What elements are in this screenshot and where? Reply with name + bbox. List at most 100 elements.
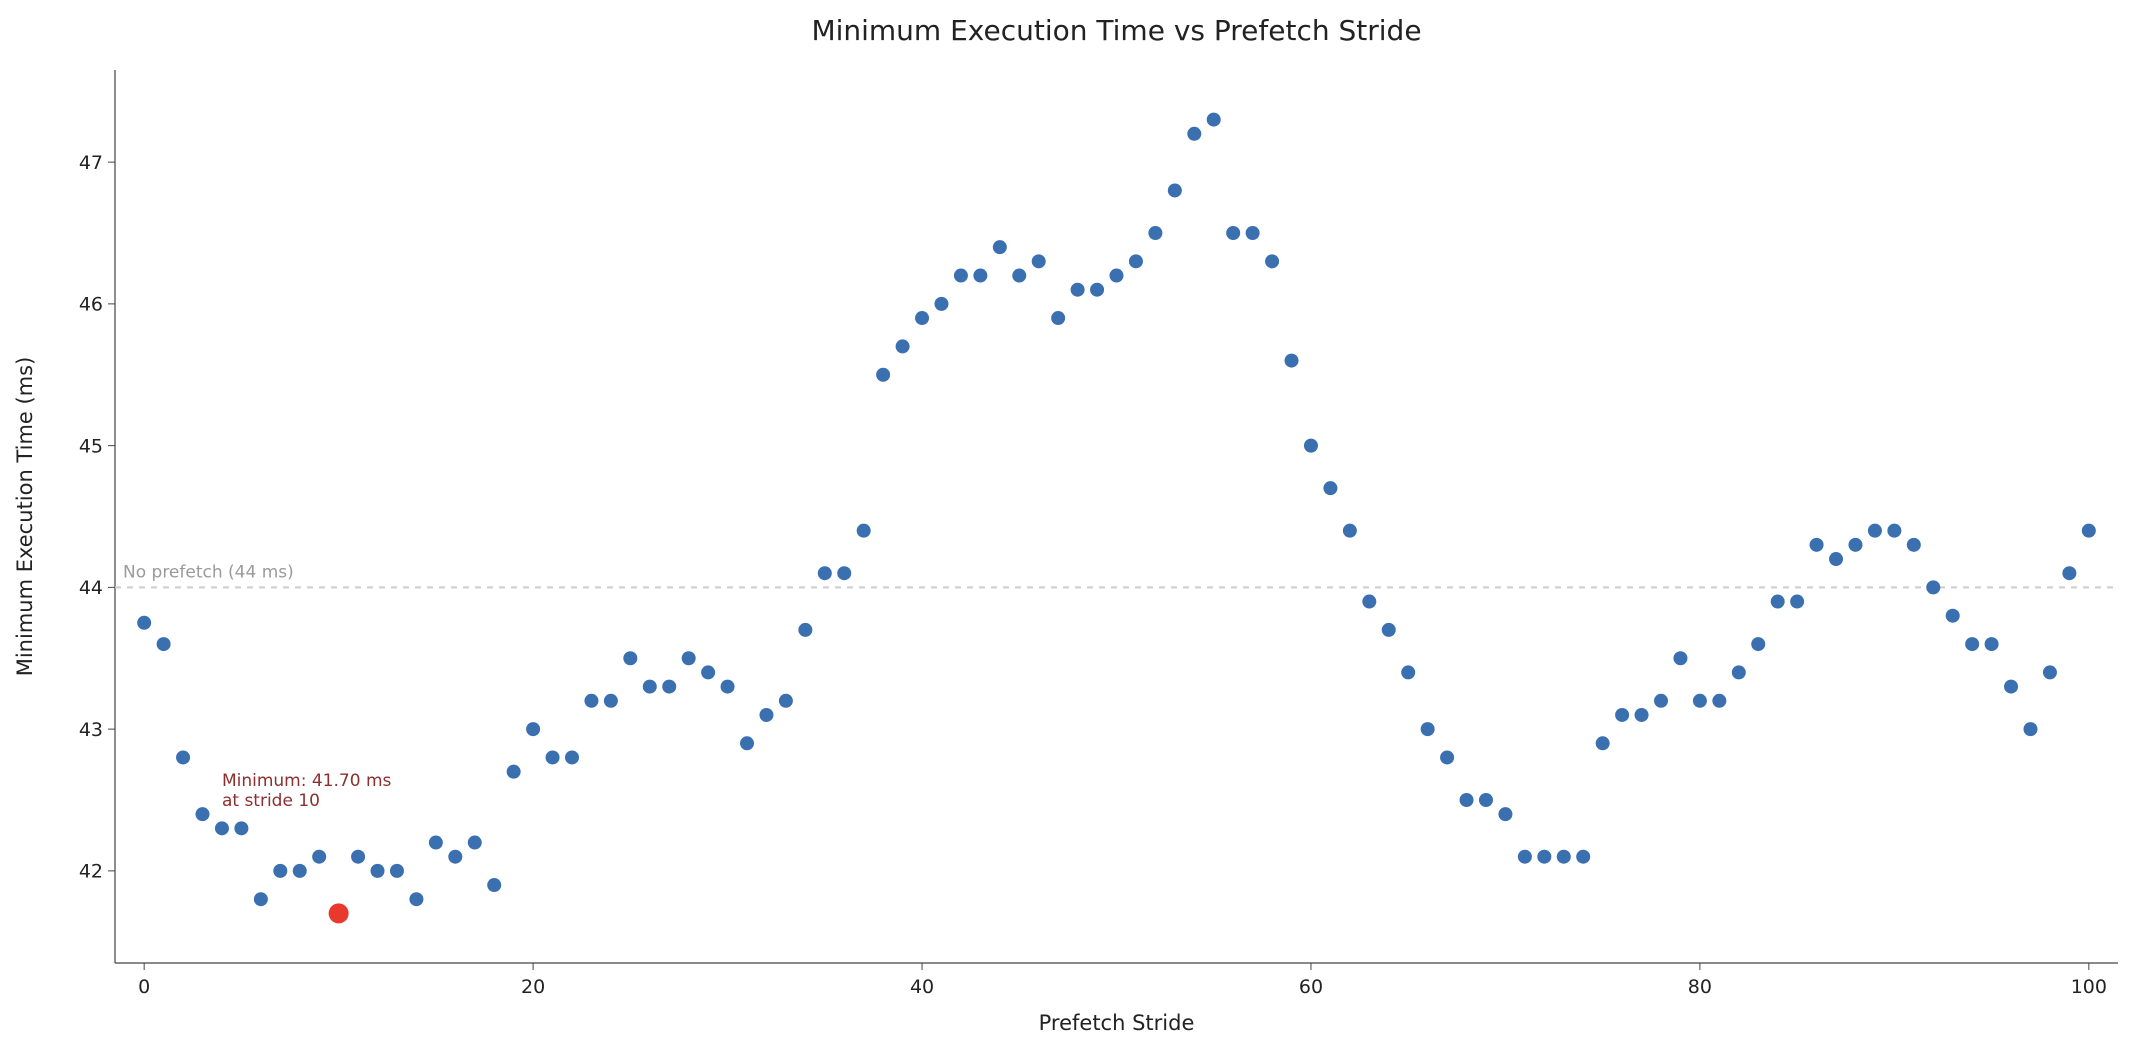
data-point <box>1401 665 1415 679</box>
data-point <box>2082 524 2096 538</box>
data-point <box>1498 807 1512 821</box>
data-point <box>934 297 948 311</box>
data-point <box>876 368 890 382</box>
reference-line-label: No prefetch (44 ms) <box>123 562 294 582</box>
y-tick-label: 46 <box>79 294 103 316</box>
data-point <box>973 269 987 283</box>
data-point <box>759 708 773 722</box>
data-point <box>604 694 618 708</box>
data-point <box>1265 254 1279 268</box>
data-point <box>1926 580 1940 594</box>
data-point <box>390 864 404 878</box>
x-tick-label: 60 <box>1299 976 1323 998</box>
data-point <box>1440 750 1454 764</box>
data-point <box>215 821 229 835</box>
data-point <box>312 850 326 864</box>
data-point <box>1285 354 1299 368</box>
data-point <box>662 680 676 694</box>
y-tick-label: 47 <box>79 152 103 174</box>
data-point <box>896 339 910 353</box>
data-point <box>546 750 560 764</box>
x-tick-label: 0 <box>138 976 150 998</box>
data-point <box>1168 183 1182 197</box>
data-point <box>1673 651 1687 665</box>
data-point <box>993 240 1007 254</box>
data-point <box>1051 311 1065 325</box>
data-point <box>1810 538 1824 552</box>
data-point <box>1790 595 1804 609</box>
data-point <box>1071 283 1085 297</box>
data-point <box>1887 524 1901 538</box>
data-point <box>1012 269 1026 283</box>
data-point <box>1654 694 1668 708</box>
data-point <box>1246 226 1260 240</box>
data-point <box>1187 127 1201 141</box>
x-tick-label: 20 <box>521 976 545 998</box>
data-point <box>623 651 637 665</box>
data-point <box>1226 226 1240 240</box>
data-point <box>487 878 501 892</box>
data-point <box>1518 850 1532 864</box>
data-point <box>1751 637 1765 651</box>
data-point <box>157 637 171 651</box>
data-point <box>1110 269 1124 283</box>
data-point <box>351 850 365 864</box>
data-point <box>409 892 423 906</box>
data-point <box>1382 623 1396 637</box>
data-point <box>1362 595 1376 609</box>
chart-container: 020406080100424344454647No prefetch (44 … <box>0 0 2138 1058</box>
y-tick-label: 43 <box>79 719 103 741</box>
data-point <box>954 269 968 283</box>
scatter-chart: 020406080100424344454647No prefetch (44 … <box>0 0 2138 1058</box>
highlight-point <box>329 903 349 923</box>
data-point <box>1868 524 1882 538</box>
data-point <box>1829 552 1843 566</box>
data-point <box>1479 793 1493 807</box>
data-point <box>1615 708 1629 722</box>
data-point <box>1985 637 1999 651</box>
data-point <box>701 665 715 679</box>
y-tick-label: 45 <box>79 435 103 457</box>
x-tick-label: 40 <box>910 976 934 998</box>
data-point <box>196 807 210 821</box>
x-tick-label: 80 <box>1688 976 1712 998</box>
data-point <box>1576 850 1590 864</box>
data-point <box>1304 439 1318 453</box>
data-point <box>1421 722 1435 736</box>
x-axis-label: Prefetch Stride <box>1039 1011 1195 1035</box>
data-point <box>1693 694 1707 708</box>
data-point <box>1712 694 1726 708</box>
y-tick-label: 44 <box>79 577 103 599</box>
data-point <box>837 566 851 580</box>
data-point <box>1635 708 1649 722</box>
data-point <box>468 836 482 850</box>
data-point <box>448 850 462 864</box>
data-point <box>779 694 793 708</box>
data-point <box>2023 722 2037 736</box>
data-point <box>1090 283 1104 297</box>
data-point <box>507 765 521 779</box>
data-point <box>1907 538 1921 552</box>
data-point <box>1460 793 1474 807</box>
data-point <box>2004 680 2018 694</box>
data-point <box>721 680 735 694</box>
data-point <box>293 864 307 878</box>
data-point <box>1732 665 1746 679</box>
data-point <box>1129 254 1143 268</box>
data-point <box>1148 226 1162 240</box>
data-point <box>1323 481 1337 495</box>
chart-title: Minimum Execution Time vs Prefetch Strid… <box>811 14 1421 47</box>
data-point <box>1343 524 1357 538</box>
data-point <box>176 750 190 764</box>
data-point <box>1596 736 1610 750</box>
data-point <box>740 736 754 750</box>
data-point <box>137 616 151 630</box>
data-point <box>234 821 248 835</box>
data-point <box>2043 665 2057 679</box>
data-point <box>798 623 812 637</box>
x-tick-label: 100 <box>2071 976 2107 998</box>
data-point <box>2062 566 2076 580</box>
data-point <box>526 722 540 736</box>
data-point <box>682 651 696 665</box>
data-point <box>1207 113 1221 127</box>
